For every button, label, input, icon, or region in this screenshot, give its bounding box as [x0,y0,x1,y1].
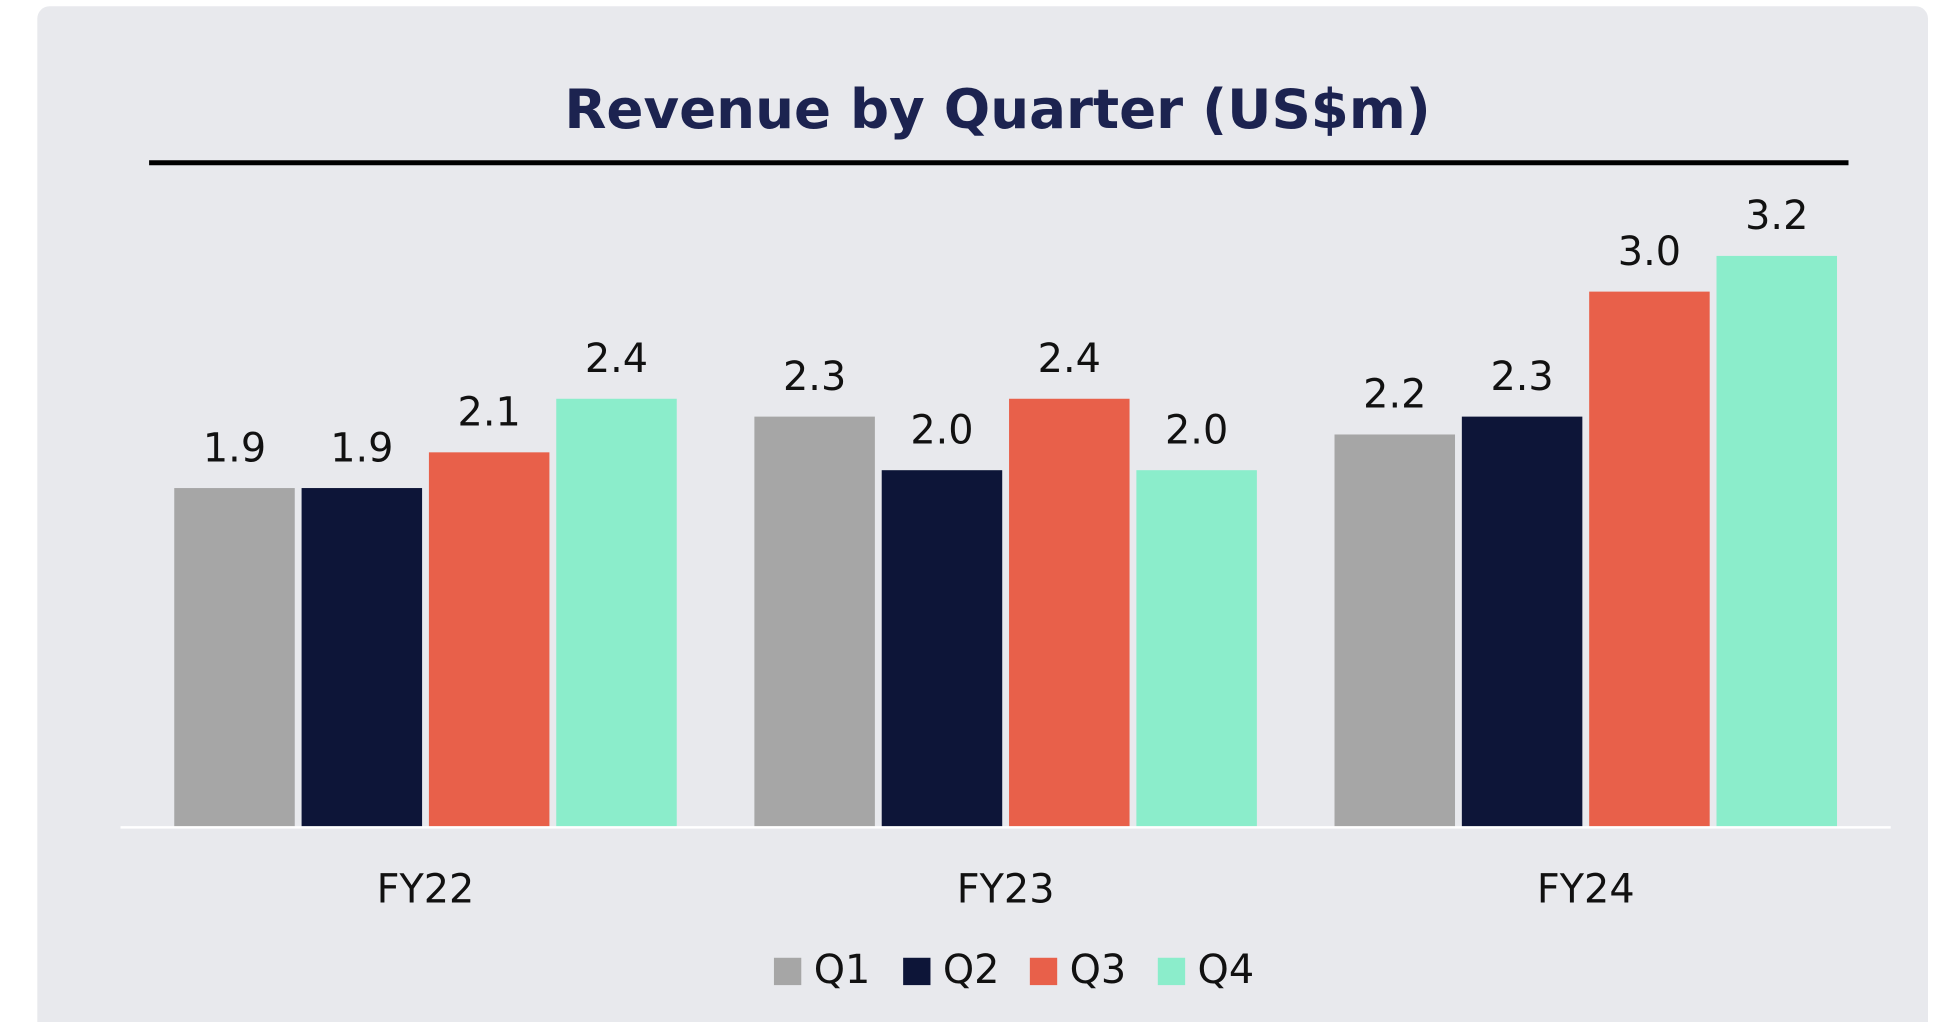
bar [1589,291,1710,828]
legend-swatch [1157,957,1186,986]
legend-swatch [1029,957,1058,986]
data-label: 2.2 [1363,372,1426,418]
bar [881,470,1003,828]
x-tick-label: FY24 [1537,866,1635,912]
data-label: 3.2 [1745,193,1808,239]
data-label: 2.3 [1490,354,1553,400]
legend-label: Q1 [814,947,871,993]
chart-title: Revenue by Quarter (US$m) [564,77,1430,141]
data-label: 2.0 [1165,407,1228,453]
data-label: 1.9 [203,425,266,471]
legend-label: Q4 [1198,947,1255,993]
x-tick-label: FY23 [957,866,1055,912]
bar [301,488,423,828]
bar [428,452,550,828]
legend-swatch [773,957,802,986]
data-label: 2.0 [910,407,973,453]
data-label: 2.4 [585,336,648,382]
bar [174,488,295,828]
legend-label: Q2 [943,947,1000,993]
data-label: 2.1 [458,390,521,436]
bar [1334,434,1456,828]
bar [1461,416,1583,828]
bar [754,416,875,828]
bar [556,398,677,828]
legend-swatch [903,957,931,986]
data-label: 1.9 [330,425,393,471]
data-label: 3.0 [1618,229,1681,275]
data-label: 2.4 [1038,336,1101,382]
legend-label: Q3 [1070,947,1127,993]
x-tick-label: FY22 [377,866,475,912]
bar [1136,470,1257,828]
bar [1716,255,1838,828]
bar [1009,398,1130,828]
data-label: 2.3 [783,354,846,400]
